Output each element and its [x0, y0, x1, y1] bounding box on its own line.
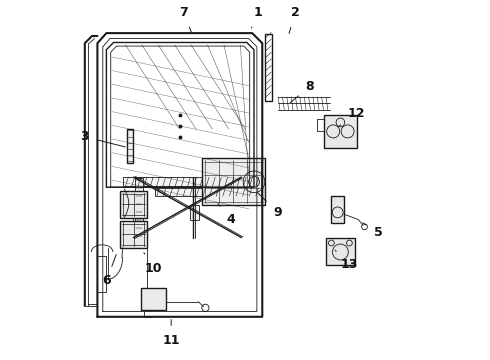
- Bar: [120, 191, 147, 218]
- Text: 2: 2: [289, 6, 300, 33]
- Bar: [135, 178, 143, 238]
- Text: 10: 10: [144, 253, 162, 275]
- Text: 5: 5: [363, 223, 383, 239]
- Text: 4: 4: [218, 204, 235, 226]
- Text: 3: 3: [80, 130, 125, 147]
- Text: 7: 7: [179, 6, 192, 33]
- Bar: [141, 288, 166, 310]
- Text: 1: 1: [251, 6, 262, 28]
- Text: 6: 6: [102, 255, 116, 287]
- Bar: [155, 188, 258, 196]
- Text: 11: 11: [163, 320, 180, 347]
- Bar: [190, 205, 198, 220]
- Text: 13: 13: [335, 250, 358, 271]
- Text: 8: 8: [291, 80, 314, 103]
- Bar: [120, 221, 147, 248]
- Bar: [265, 34, 272, 101]
- Text: 9: 9: [258, 193, 282, 219]
- Bar: [326, 238, 355, 265]
- Bar: [331, 196, 344, 223]
- Text: 12: 12: [339, 107, 366, 126]
- Bar: [324, 115, 357, 148]
- Bar: [127, 129, 133, 163]
- Bar: [202, 158, 265, 205]
- Bar: [122, 177, 258, 186]
